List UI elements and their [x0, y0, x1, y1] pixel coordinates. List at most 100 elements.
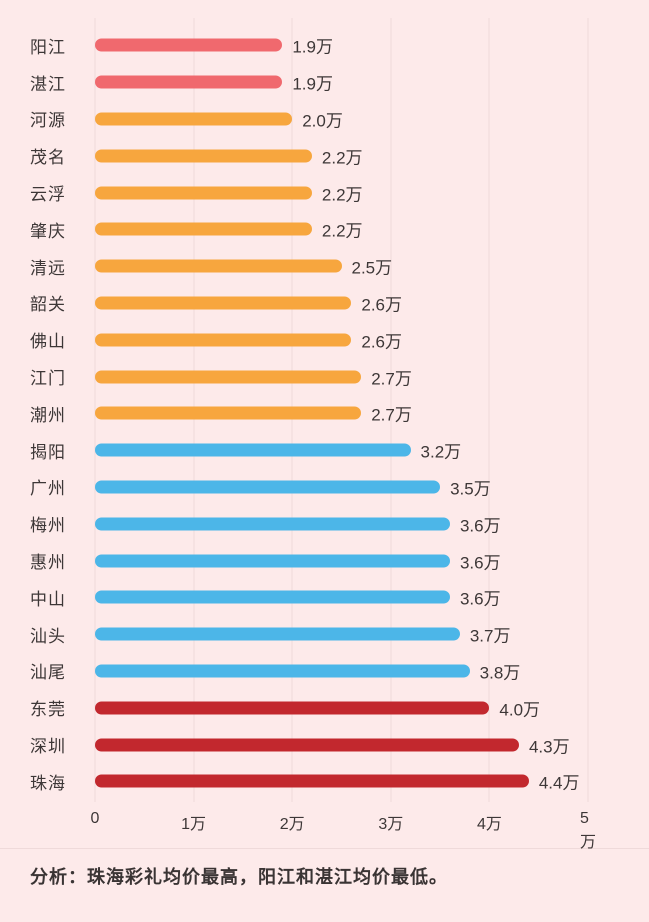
city-label: 梅州 [30, 516, 66, 536]
bar-track: 2.6万 [95, 321, 588, 358]
city-label: 中山 [30, 589, 66, 609]
bar [95, 554, 450, 568]
value-label: 3.7万 [469, 626, 511, 646]
bar [95, 627, 460, 641]
city-label: 珠海 [30, 773, 66, 793]
city-label: 河源 [30, 111, 66, 131]
bar-track: 1.9万 [95, 27, 588, 64]
value-label: 2.6万 [361, 295, 402, 315]
value-label: 2.7万 [371, 405, 412, 425]
value-label: 1.9万 [292, 37, 333, 57]
bar [95, 774, 529, 788]
chart-rows: 阳江 1.9万 湛江 1.9万 河源 2.0万 茂名 2.2万 云浮 2.2万 肇庆 2.2万 清远 2.… [0, 27, 588, 800]
bar-track: 4.4万 [95, 763, 588, 800]
bar [95, 296, 352, 310]
value-label: 3.2万 [420, 442, 462, 462]
bar [95, 443, 411, 457]
chart-row: 肇庆 2.2万 [0, 211, 588, 248]
bar-track: 2.2万 [95, 137, 588, 174]
city-label: 江门 [30, 369, 66, 389]
chart-row: 揭阳 3.2万 [0, 432, 588, 469]
value-label: 4.0万 [499, 700, 541, 720]
value-label: 3.8万 [479, 663, 521, 683]
chart-row: 清远 2.5万 [0, 248, 588, 285]
bar-track: 2.5万 [95, 248, 588, 285]
chart-row: 汕头 3.7万 [0, 616, 588, 653]
bar [95, 517, 450, 531]
bar [95, 664, 470, 678]
x-tick-label: 0 [90, 810, 100, 827]
bar-track: 1.9万 [95, 64, 588, 101]
chart-row: 江门 2.7万 [0, 358, 588, 395]
bar [95, 590, 450, 604]
analysis-footer: 分析：珠海彩礼均价最高，阳江和湛江均价最低。 [0, 848, 649, 889]
city-label: 揭阳 [30, 442, 66, 462]
chart-row: 汕尾 3.8万 [0, 653, 588, 690]
bar [95, 222, 312, 236]
chart-row: 梅州 3.6万 [0, 505, 588, 542]
city-label: 东莞 [30, 700, 66, 720]
value-label: 2.2万 [321, 185, 363, 205]
chart-row: 广州 3.5万 [0, 469, 588, 506]
bar-track: 3.5万 [95, 469, 588, 506]
bar-track: 2.6万 [95, 285, 588, 322]
value-label: 2.2万 [321, 148, 363, 168]
bar-track: 2.7万 [95, 358, 588, 395]
value-label: 4.3万 [528, 737, 570, 757]
city-label: 茂名 [30, 148, 66, 168]
bar [95, 370, 362, 384]
city-label: 云浮 [30, 185, 66, 205]
x-axis: 0 1万 2万 3万 4万 5万 [91, 810, 596, 851]
chart-row: 茂名 2.2万 [0, 137, 588, 174]
value-label: 2.0万 [302, 111, 343, 131]
x-tick-label: 5万 [580, 810, 597, 851]
city-label: 阳江 [30, 37, 66, 57]
bar-track: 4.0万 [95, 689, 588, 726]
bar [95, 38, 283, 52]
bar [95, 701, 490, 715]
bar [95, 75, 283, 89]
city-label: 惠州 [30, 553, 66, 573]
x-tick-label: 3万 [378, 816, 404, 833]
bar-track: 2.2万 [95, 174, 588, 211]
bar [95, 406, 362, 420]
value-label: 3.6万 [459, 553, 501, 573]
city-label: 深圳 [30, 737, 66, 757]
bar-track: 2.0万 [95, 101, 588, 138]
city-label: 佛山 [30, 332, 66, 352]
bar [95, 333, 352, 347]
value-label: 2.2万 [321, 221, 363, 241]
x-tick-label: 2万 [279, 816, 305, 833]
value-label: 3.6万 [459, 589, 501, 609]
chart-row: 佛山 2.6万 [0, 321, 588, 358]
bar-track: 3.2万 [95, 432, 588, 469]
x-tick-label: 4万 [476, 816, 502, 833]
bar-track: 2.2万 [95, 211, 588, 248]
bar [95, 738, 519, 752]
analysis-text: 分析：珠海彩礼均价最高，阳江和湛江均价最低。 [30, 867, 448, 887]
city-label: 汕尾 [30, 663, 66, 683]
bar [95, 259, 342, 273]
value-label: 4.4万 [538, 773, 580, 793]
city-label: 湛江 [30, 74, 66, 94]
city-label: 韶关 [30, 295, 66, 315]
bar [95, 186, 312, 200]
bar-track: 4.3万 [95, 726, 588, 763]
city-label: 潮州 [30, 405, 66, 425]
value-label: 2.5万 [351, 258, 393, 278]
chart-row: 湛江 1.9万 [0, 64, 588, 101]
bar-track: 3.6万 [95, 579, 588, 616]
chart-row: 潮州 2.7万 [0, 395, 588, 432]
bar [95, 149, 312, 163]
chart-row: 东莞 4.0万 [0, 689, 588, 726]
value-label: 3.6万 [459, 516, 501, 536]
chart-row: 珠海 4.4万 [0, 763, 588, 800]
bar-track: 3.8万 [95, 653, 588, 690]
city-label: 汕头 [30, 626, 66, 646]
chart-row: 云浮 2.2万 [0, 174, 588, 211]
chart-row: 中山 3.6万 [0, 579, 588, 616]
bar-track: 2.7万 [95, 395, 588, 432]
city-label: 肇庆 [30, 221, 66, 241]
city-label: 广州 [30, 479, 66, 499]
